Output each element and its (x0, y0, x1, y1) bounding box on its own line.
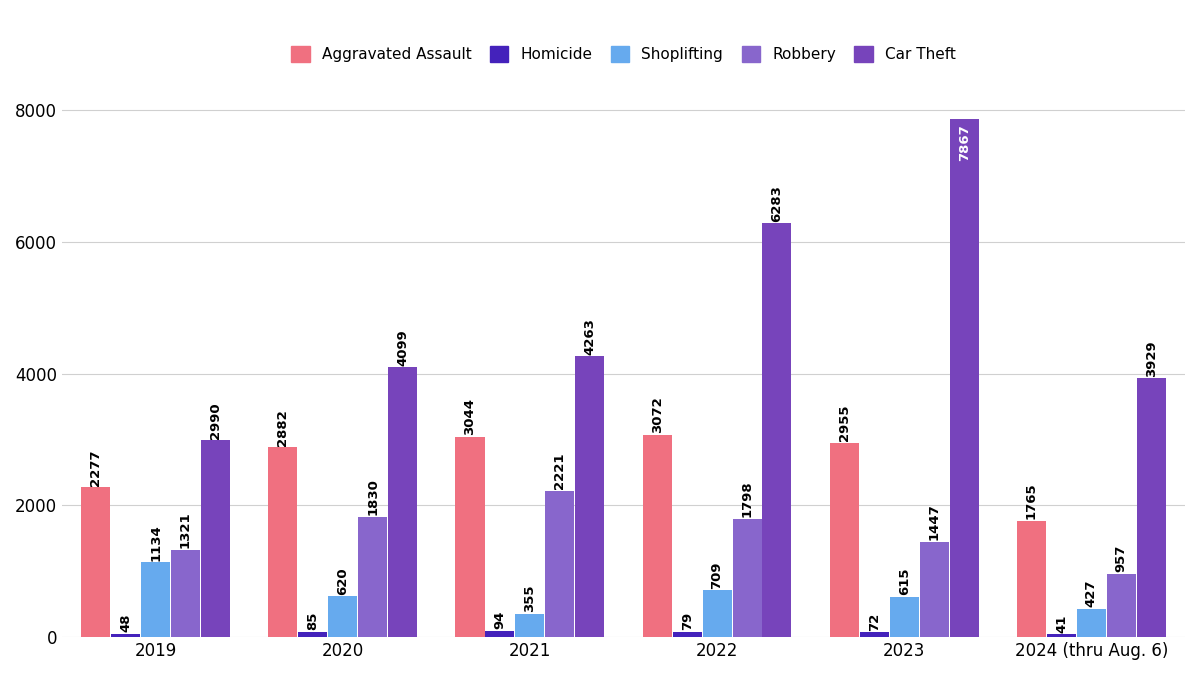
Bar (673, 632, 702, 637)
Bar (830, 443, 859, 637)
Text: 7867: 7867 (958, 124, 971, 161)
Bar (702, 591, 732, 637)
Bar (112, 634, 140, 637)
Text: 2955: 2955 (838, 404, 851, 441)
Bar (170, 550, 200, 637)
Text: 3072: 3072 (650, 396, 664, 433)
Text: 620: 620 (336, 567, 349, 595)
Text: 2990: 2990 (209, 402, 222, 439)
Bar (732, 518, 762, 637)
Bar (889, 597, 919, 637)
Legend: Aggravated Assault, Homicide, Shoplifting, Robbery, Car Theft: Aggravated Assault, Homicide, Shopliftin… (283, 38, 964, 70)
Text: 4263: 4263 (583, 318, 596, 355)
Bar (456, 437, 485, 637)
Bar (575, 356, 605, 637)
Text: 85: 85 (306, 612, 319, 630)
Bar (1136, 379, 1166, 637)
Text: 48: 48 (119, 614, 132, 632)
Text: 3929: 3929 (1145, 340, 1158, 377)
Text: 615: 615 (898, 568, 911, 595)
Text: 1765: 1765 (1025, 483, 1038, 519)
Bar (762, 223, 792, 637)
Bar (1106, 574, 1136, 637)
Bar (358, 516, 388, 637)
Bar (142, 562, 170, 637)
Text: 72: 72 (868, 612, 881, 630)
Text: 355: 355 (523, 585, 536, 612)
Bar (1076, 609, 1106, 637)
Text: 427: 427 (1085, 580, 1098, 608)
Text: 41: 41 (1055, 614, 1068, 632)
Bar (859, 632, 889, 637)
Bar (643, 435, 672, 637)
Text: 1321: 1321 (179, 512, 192, 549)
Bar (299, 632, 328, 637)
Bar (1016, 521, 1046, 637)
Text: 709: 709 (710, 562, 724, 589)
Bar (1046, 634, 1076, 637)
Bar (82, 487, 110, 637)
Text: 1798: 1798 (740, 481, 754, 517)
Text: 957: 957 (1115, 545, 1128, 572)
Bar (329, 596, 358, 637)
Text: 94: 94 (493, 611, 506, 629)
Text: 1134: 1134 (149, 524, 162, 561)
Bar (545, 491, 575, 637)
Text: 2882: 2882 (276, 409, 289, 446)
Bar (919, 542, 949, 637)
Bar (388, 367, 418, 637)
Bar (269, 448, 298, 637)
Text: 79: 79 (680, 612, 694, 630)
Text: 2221: 2221 (553, 453, 566, 489)
Text: 4099: 4099 (396, 329, 409, 366)
Text: 1447: 1447 (928, 504, 941, 540)
Text: 3044: 3044 (463, 398, 476, 435)
Text: 6283: 6283 (770, 185, 784, 221)
Text: 1830: 1830 (366, 478, 379, 515)
Text: 2277: 2277 (89, 449, 102, 485)
Bar (486, 631, 515, 637)
Bar (515, 614, 545, 637)
Bar (200, 440, 230, 637)
Bar (949, 119, 979, 637)
